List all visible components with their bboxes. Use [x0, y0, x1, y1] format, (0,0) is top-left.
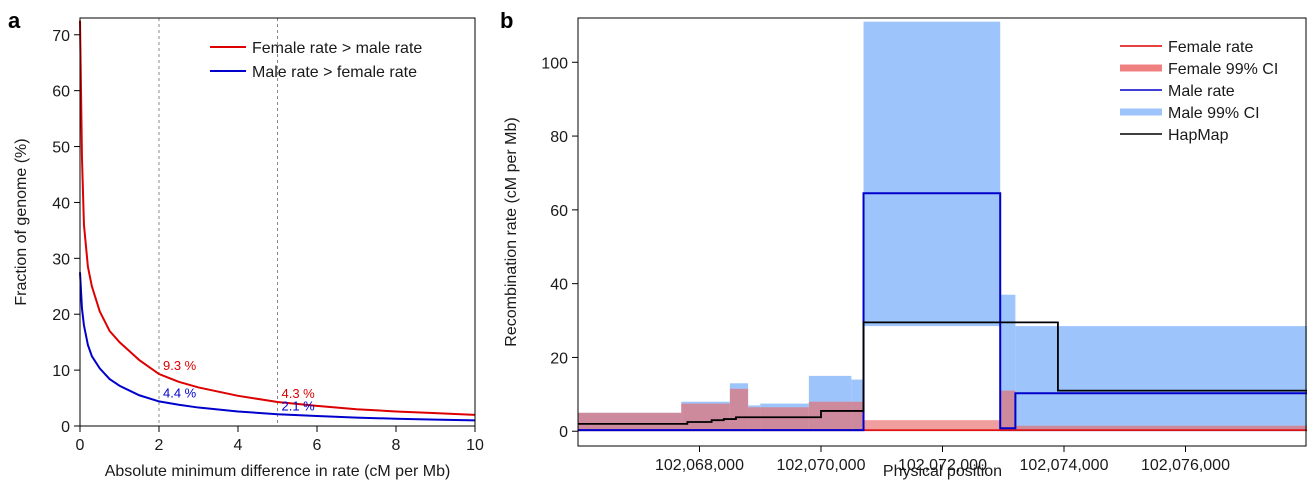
- legend-label: Female rate: [1168, 39, 1253, 56]
- y-tick-label: 50: [52, 140, 70, 157]
- y-tick-label: 70: [52, 28, 70, 45]
- panel-b-x-axis-label: Physical position: [883, 463, 1002, 480]
- y-tick-label: 100: [541, 55, 568, 72]
- male-ci-block: [1015, 326, 1307, 432]
- series-line-male: [79, 272, 476, 422]
- female-ci-block: [578, 412, 682, 432]
- annotation-label: 4.4 %: [163, 385, 197, 400]
- y-tick-label: 30: [52, 251, 70, 268]
- female-ci-block: [729, 388, 749, 432]
- y-tick-label: 40: [550, 277, 568, 294]
- female-ci-block: [863, 420, 1001, 432]
- panel-a: a 9.3 % 4.4 % 4.3 %2.1 % 0 2 4 6 8 10 0 10 20 30 40 5…: [8, 8, 484, 480]
- panel-letter-a: a: [8, 8, 21, 33]
- y-tick-label: 60: [52, 84, 70, 101]
- legend-label: Female 99% CI: [1168, 61, 1278, 78]
- panel-a-y-axis-label: Fraction of genome (%): [13, 138, 30, 305]
- y-tick-label: 40: [52, 195, 70, 212]
- panel-b-ticks: 102,068,000 102,070,000 102,072,000 102,074…: [541, 55, 1230, 474]
- panel-a-legend: Female rate > male rate Male rate > femal…: [210, 40, 422, 81]
- annotation-label: 2.1 %: [282, 398, 316, 413]
- x-tick-label: 102,068,000: [655, 457, 744, 474]
- panel-b-legend: Female rate Female 99% CI Male rate Male 99…: [1120, 39, 1278, 144]
- y-tick-label: 0: [559, 424, 568, 441]
- legend-label: Male rate > female rate: [252, 64, 417, 81]
- legend-label: Female rate > male rate: [252, 40, 422, 57]
- y-tick-label: 80: [550, 129, 568, 146]
- x-tick-label: 102,070,000: [777, 457, 866, 474]
- y-tick-label: 10: [52, 363, 70, 380]
- legend-label: Male 99% CI: [1168, 105, 1260, 122]
- panel-b: b 102,068,000 102,070,000 102,072,000 102,0…: [500, 8, 1307, 480]
- female-ci-block: [681, 403, 730, 432]
- annotation-label: 9.3 %: [163, 358, 197, 373]
- x-tick-label: 0: [76, 437, 85, 454]
- panel-a-ticks: 0 2 4 6 8 10 0 10 20 30 40 50 60 70: [52, 28, 484, 454]
- panel-a-plot-frame: [79, 17, 476, 427]
- female-ci-block: [748, 407, 809, 432]
- x-tick-label: 10: [466, 437, 484, 454]
- panel-a-x-axis-label: Absolute minimum difference in rate (cM …: [105, 463, 451, 480]
- hapmap-line: [578, 321, 1307, 425]
- x-tick-label: 102,074,000: [1020, 457, 1109, 474]
- x-tick-label: 6: [313, 437, 322, 454]
- panel-a-plot-content: 9.3 % 4.4 % 4.3 %2.1 %: [79, 18, 476, 426]
- panel-letter-b: b: [500, 8, 513, 33]
- panel-b-plot-content: [578, 21, 1307, 432]
- y-tick-label: 60: [550, 203, 568, 220]
- y-tick-label: 0: [61, 419, 70, 436]
- x-tick-label: 8: [392, 437, 401, 454]
- male-ci-block: [863, 21, 1001, 327]
- x-tick-label: 102,076,000: [1141, 457, 1230, 474]
- legend-label: Male rate: [1168, 83, 1235, 100]
- series-line-female: [79, 20, 476, 416]
- y-tick-label: 20: [550, 350, 568, 367]
- annotation-label: 4.3 %: [282, 386, 316, 401]
- y-tick-label: 20: [52, 307, 70, 324]
- female-ci-block: [1000, 390, 1016, 432]
- x-tick-label: 4: [234, 437, 243, 454]
- x-tick-label: 2: [155, 437, 164, 454]
- x-tick-label: 102,072,000: [898, 457, 987, 474]
- female-ci-block: [1015, 425, 1307, 432]
- legend-label: HapMap: [1168, 127, 1229, 144]
- panel-b-y-axis-label: Recombination rate (cM per Mb): [503, 117, 520, 346]
